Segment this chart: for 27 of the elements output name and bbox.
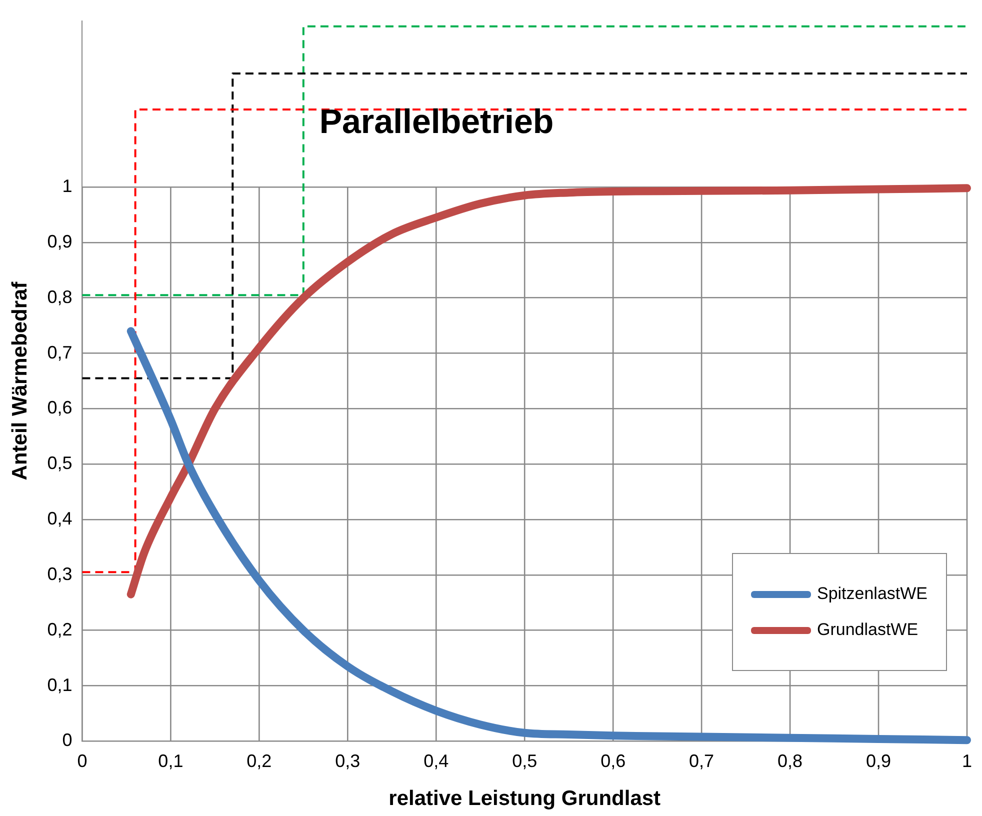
y-tick-label: 0,2 [47, 619, 72, 640]
y-tick-label: 0,4 [47, 508, 72, 529]
x-axis-title: relative Leistung Grundlast [388, 787, 661, 810]
x-tick-label: 0,8 [778, 750, 803, 771]
annotation: Parallelbetrieb [319, 103, 554, 142]
x-tick-label: 0,9 [866, 750, 892, 771]
y-axis-title: Anteil Wärmebedraf [8, 280, 32, 480]
x-tick-label: 0 [77, 750, 88, 771]
legend-label: GrundlastWE [816, 620, 918, 640]
x-tick-label: 0,6 [600, 750, 626, 771]
y-tick-label: 0,8 [47, 286, 72, 307]
x-tick-label: 0,7 [689, 750, 714, 771]
x-tick-label: 0,4 [424, 750, 449, 771]
y-tick-label: 0,1 [47, 674, 72, 695]
x-tick-label: 0,2 [246, 750, 272, 771]
x-tick-label: 0,1 [158, 750, 184, 771]
y-tick-label: 0,9 [47, 231, 72, 252]
y-tick-label: 0,3 [47, 564, 72, 584]
x-tick-label: 0,5 [512, 750, 538, 771]
y-tick-label: 0,6 [47, 398, 72, 418]
legend-label: SpitzenlastWE [816, 584, 928, 604]
y-tick-label: 0,5 [47, 453, 72, 474]
y-tick-label: 0 [62, 730, 72, 750]
y-tick-label: 0,7 [47, 342, 72, 362]
y-tick-label: 1 [62, 176, 72, 196]
x-tick-label: 1 [962, 750, 972, 771]
x-tick-label: 0,3 [335, 750, 360, 771]
